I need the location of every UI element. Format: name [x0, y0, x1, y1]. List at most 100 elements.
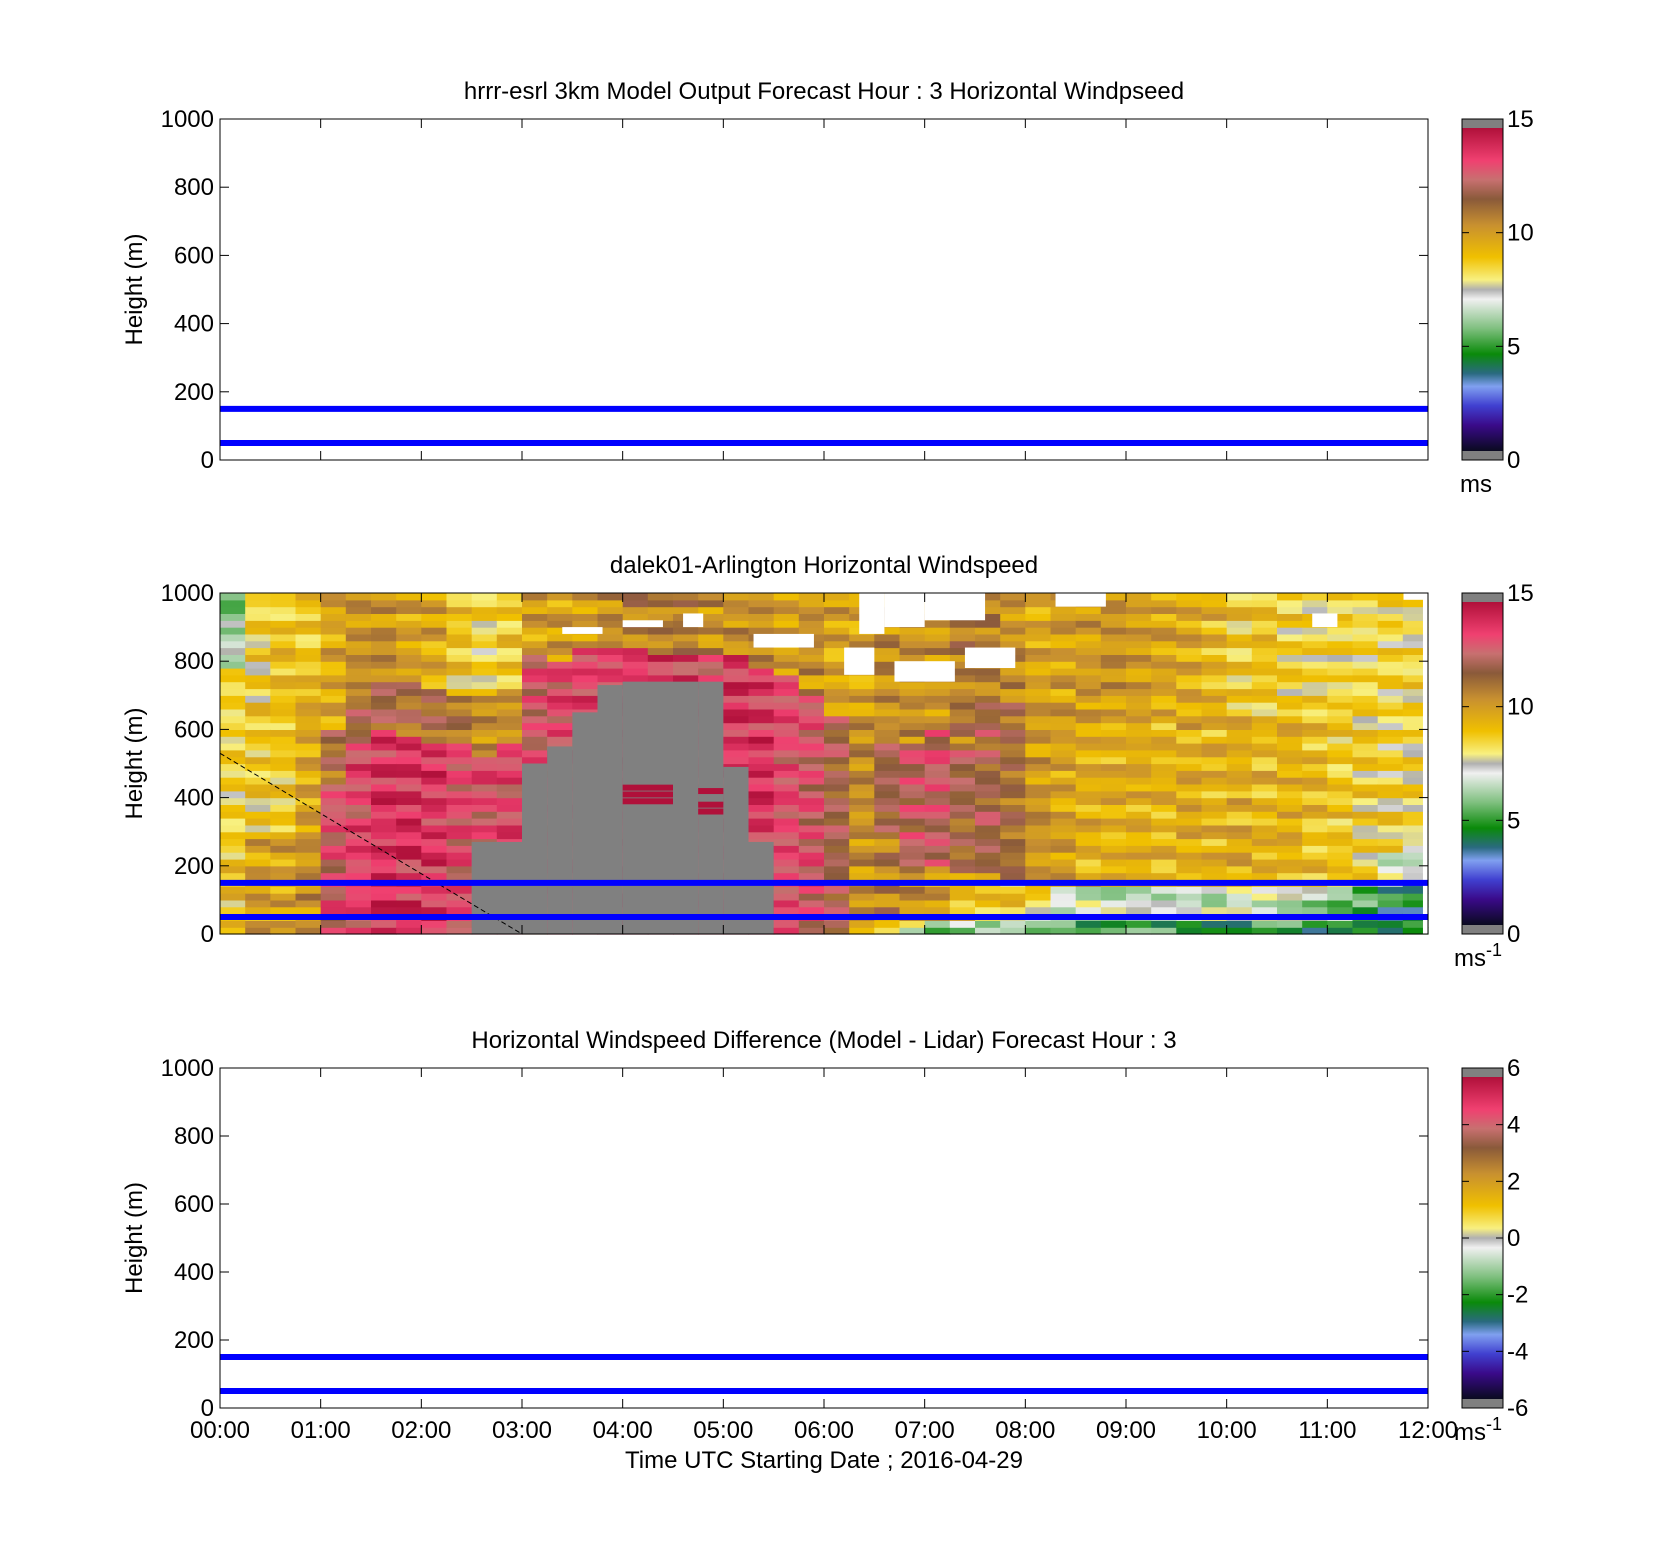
heatmap-cell [849, 845, 875, 853]
heatmap-cell [220, 906, 246, 915]
heatmap-cell [1352, 613, 1379, 621]
heatmap-cell [1201, 859, 1228, 867]
heatmap-cell [975, 790, 1001, 799]
heatmap-cell [949, 831, 976, 840]
heatmap-cell [748, 674, 775, 683]
heatmap-cell [446, 749, 473, 758]
missing-data-gaps [562, 593, 1428, 934]
heatmap-cell [1201, 920, 1228, 928]
heatmap-cell [1377, 886, 1404, 894]
heatmap-cell [874, 743, 901, 751]
heatmap-cell [975, 872, 1001, 880]
heatmap-cell [220, 784, 246, 792]
heatmap-cell [320, 688, 347, 696]
heatmap-cell [1251, 899, 1278, 908]
heatmap-cell [1126, 613, 1152, 621]
heatmap-cell [622, 606, 649, 614]
heatmap-cell [975, 763, 1001, 771]
heatmap-cell [295, 749, 322, 758]
heatmap-cell [547, 708, 573, 717]
heatmap-cell [773, 777, 800, 785]
heatmap-cell [1100, 920, 1127, 928]
heatmap-cell [949, 722, 976, 730]
heatmap-cell [1100, 797, 1127, 805]
heatmap-cell [1126, 831, 1152, 840]
heatmap-cell [698, 593, 724, 601]
heatmap-cell [270, 845, 297, 853]
heatmap-cell [1402, 893, 1429, 901]
heatmap-cell [924, 920, 951, 928]
heatmap-cell [1201, 593, 1228, 601]
heatmap-cell [1377, 872, 1404, 880]
heatmap-cell [522, 715, 548, 724]
heatmap-cell [1176, 695, 1203, 703]
heatmap-cell [1226, 824, 1253, 833]
heatmap-cell [245, 845, 271, 853]
heatmap-cell [1201, 804, 1228, 812]
heatmap-cell [824, 927, 850, 935]
heatmap-cell [270, 620, 297, 628]
heatmap-cell [1327, 661, 1354, 669]
heatmap-cell [1126, 790, 1152, 799]
heatmap-cell [899, 920, 926, 928]
heatmap-cell [1201, 708, 1228, 717]
heatmap-cell [874, 852, 901, 860]
heatmap-cell [245, 763, 271, 771]
heatmap-cell [1176, 620, 1203, 628]
heatmap-cell [1402, 627, 1429, 635]
heatmap-cell [849, 824, 875, 833]
heatmap-cell [773, 674, 800, 683]
heatmap-cell [295, 743, 322, 751]
heatmap-cell [975, 695, 1001, 703]
heatmap-cell [849, 899, 875, 908]
heatmap-cell [572, 606, 599, 614]
heatmap-cell [773, 668, 800, 676]
heatmap-cell [1226, 640, 1253, 649]
heatmap-cell [1327, 927, 1354, 935]
heatmap-cell [421, 899, 448, 908]
heatmap-cell [421, 770, 448, 778]
heatmap-cell [798, 777, 825, 785]
x-tick-label: 03:00 [492, 1417, 552, 1444]
heatmap-cell [899, 681, 926, 690]
heatmap-cell [824, 756, 850, 765]
heatmap-cell [849, 681, 875, 690]
heatmap-cell [597, 613, 624, 621]
heatmap-cell [1327, 736, 1354, 744]
heatmap-cell [874, 633, 901, 642]
heatmap-cell [698, 654, 724, 662]
heatmap-cell [975, 770, 1001, 778]
heatmap-cell [446, 824, 473, 833]
heatmap-cell [1402, 654, 1429, 662]
heatmap-cell [1277, 784, 1303, 792]
heatmap-cell [371, 647, 397, 655]
heatmap-cell [220, 715, 246, 724]
heatmap-cell [295, 606, 322, 614]
heatmap-cell [748, 763, 775, 771]
heatmap-cell [1201, 702, 1228, 710]
heatmap-cell [245, 640, 271, 649]
heatmap-cell [1277, 715, 1303, 724]
heatmap-cell [1126, 770, 1152, 778]
heatmap-cell [1402, 770, 1429, 778]
heatmap-cell [1402, 620, 1429, 628]
heatmap-cell [1100, 743, 1127, 751]
heatmap-cell [1226, 715, 1253, 724]
heatmap-cell [396, 695, 422, 703]
heatmap-cell [245, 722, 271, 730]
heatmap-cell [295, 756, 322, 765]
heatmap-cell [1025, 620, 1052, 628]
heatmap-cell [1226, 749, 1253, 758]
heatmap-cell [824, 633, 850, 642]
heatmap-cell [1352, 797, 1379, 805]
heatmap-cell [1126, 695, 1152, 703]
heatmap-cell [1277, 865, 1303, 874]
heatmap-cell [1025, 633, 1052, 642]
heatmap-cell [1000, 865, 1026, 874]
heatmap-cell [1151, 797, 1177, 805]
heatmap-cell [1201, 756, 1228, 765]
heatmap-cell [924, 702, 951, 710]
heatmap-cell [320, 633, 347, 642]
heatmap-cell [245, 668, 271, 676]
heatmap-cell [1377, 606, 1404, 614]
